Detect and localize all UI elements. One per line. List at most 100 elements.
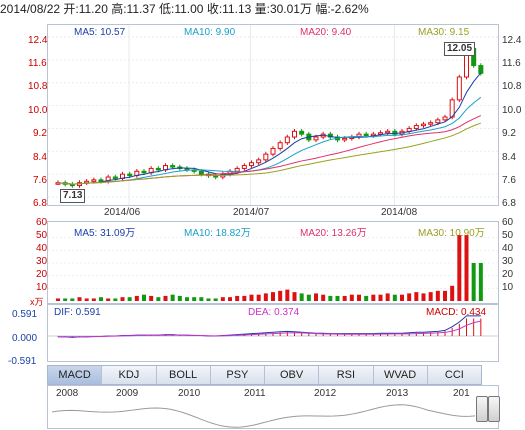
vol-ma5-label: MA5: 31.09万 — [74, 228, 136, 239]
tab-boll[interactable]: BOLL — [157, 366, 211, 384]
volume-bar — [414, 292, 419, 301]
candle-body — [263, 153, 269, 161]
candle-body — [435, 119, 441, 124]
tab-psy[interactable]: PSY — [211, 366, 265, 384]
candle-body — [313, 136, 319, 141]
candle-body — [256, 159, 262, 164]
candle-body — [478, 65, 484, 74]
vol-ytick-left: 20 — [36, 269, 48, 280]
dea-line — [58, 320, 481, 338]
candle-body — [170, 165, 176, 168]
vol-ytick-right: 20 — [502, 269, 514, 280]
volume-bar — [292, 292, 297, 301]
tab-cci[interactable]: CCI — [444, 369, 464, 381]
price-ytick-left: 9.2 — [33, 128, 47, 139]
price-ytick-left: 6.8 — [33, 198, 47, 209]
volume-bar — [263, 293, 268, 301]
volume-bar — [349, 294, 354, 301]
candle-body — [91, 179, 97, 182]
volume-chart-panel[interactable]: MA5: 31.09万 MA10: 18.82万 MA20: 13.26万 MA… — [47, 221, 499, 304]
tab-obv[interactable]: OBV — [265, 366, 320, 384]
ma-line-5 — [57, 72, 482, 185]
candle-body — [155, 167, 161, 171]
nav-year: 2009 — [116, 388, 139, 399]
range-navigator[interactable]: 2008 2009 2010 2011 2012 2013 201 — [47, 385, 500, 429]
volume-bar — [249, 294, 254, 301]
price-ytick-left: 10.8 — [28, 81, 48, 92]
candle-body — [421, 123, 426, 127]
volume-bar — [170, 294, 175, 301]
price-ytick-right: 8.4 — [502, 152, 516, 163]
price-ytick-right: 12.4 — [502, 35, 522, 46]
nav-year: 2010 — [178, 388, 201, 399]
volume-bar — [77, 297, 82, 301]
candle-body — [299, 130, 305, 135]
volume-bar — [364, 295, 369, 301]
vol-ytick-right: 10 — [502, 282, 514, 293]
volume-bar — [328, 295, 333, 301]
navigator-line — [51, 404, 476, 428]
price-ytick-left: 7.6 — [33, 175, 47, 186]
volume-bar — [127, 297, 132, 301]
price-ytick-right: 10.8 — [502, 81, 522, 92]
macd-plot — [48, 315, 498, 338]
navigator-sparkline — [51, 404, 476, 428]
volume-bar — [285, 289, 290, 301]
volume-bar — [299, 293, 304, 301]
candle-body — [284, 136, 290, 144]
volume-bar — [91, 298, 96, 301]
navigator-left-handle[interactable] — [476, 396, 488, 422]
volume-bar — [213, 298, 218, 301]
candle-body — [342, 137, 348, 141]
candle-body — [363, 133, 369, 137]
volume-bar — [457, 235, 462, 301]
vol-ytick-left: 40 — [36, 243, 48, 254]
vol-ytick-right: 60 — [502, 217, 514, 228]
dif-label: DIF: 0.591 — [54, 307, 101, 318]
volume-bar — [306, 294, 311, 301]
candle-body — [105, 176, 111, 182]
vol-ma20-label: MA20: 13.26万 — [300, 228, 367, 239]
price-ytick-left: 11.6 — [28, 58, 47, 69]
volume-bar — [471, 263, 476, 301]
volume-bar — [149, 295, 154, 301]
price-ytick-left: 10.0 — [28, 105, 48, 116]
vol-ytick-right: 40 — [502, 243, 514, 254]
navigator-right-handle[interactable] — [488, 396, 500, 422]
candle-body — [127, 173, 133, 177]
price-ytick-right: 7.6 — [502, 175, 516, 186]
vol-unit-label: x万 — [30, 297, 44, 307]
price-ytick-right: 11.6 — [502, 58, 521, 69]
volume-bar — [235, 295, 240, 301]
volume-bar — [56, 298, 60, 301]
macd-value-label: MACD: 0.434 — [426, 307, 487, 318]
candle-body — [234, 167, 240, 172]
vol-ytick-left: 50 — [36, 230, 48, 241]
quote-header: 2014/08/22 开:11.20 高:11.37 低:11.00 收:11.… — [0, 2, 369, 16]
vol-ytick-right: 30 — [502, 256, 514, 267]
tab-kdj[interactable]: KDJ — [102, 366, 157, 384]
volume-bar — [435, 290, 440, 301]
tab-macd[interactable]: MACD — [48, 366, 103, 384]
price-chart-panel[interactable]: MA5: 10.57 MA10: 9.90 MA20: 9.40 MA30: 9… — [47, 24, 499, 206]
low-callout: 7.13 — [60, 189, 86, 203]
candle-body — [385, 130, 391, 134]
candle-body — [249, 162, 254, 167]
tab-rsi[interactable]: RSI — [319, 366, 374, 384]
price-ytick-left: 8.4 — [33, 152, 47, 163]
price-ytick-right: 10.0 — [502, 105, 522, 116]
volume-bar — [99, 297, 103, 301]
vol-ytick-right: 50 — [502, 230, 514, 241]
candle-body — [98, 179, 104, 182]
candle-body — [413, 125, 419, 129]
nav-year: 2011 — [244, 388, 266, 399]
macd-chart-panel[interactable]: DIF: 0.591 DEA: 0.374 MACD: 0.434 — [47, 304, 499, 362]
vol-ma10-label: MA10: 18.82万 — [184, 228, 251, 239]
x-label-aug: 2014/08 — [381, 207, 418, 218]
candle-body — [456, 76, 462, 101]
nav-year: 2013 — [386, 388, 409, 399]
tab-wvad[interactable]: WVAD — [374, 366, 428, 384]
volume-bar — [478, 263, 483, 301]
volume-bar — [278, 290, 283, 301]
indicator-tabs: MACD KDJ BOLL PSY OBV RSI WVAD CCI — [47, 365, 482, 385]
